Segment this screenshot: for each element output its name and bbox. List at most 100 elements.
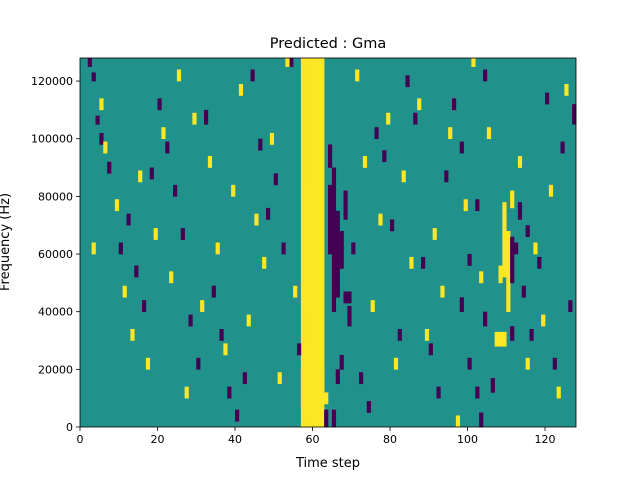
plot-frame xyxy=(79,57,577,428)
heatmap-cell xyxy=(548,184,554,197)
heatmap-cell xyxy=(134,265,139,278)
heatmap-cell xyxy=(362,156,368,168)
heatmap-cell xyxy=(184,386,189,399)
heatmap-cell xyxy=(335,230,340,298)
heatmap-cell xyxy=(455,415,461,428)
y-tick-label: 60000 xyxy=(38,248,73,261)
heatmap-cell xyxy=(459,141,464,154)
heatmap-cell xyxy=(250,69,255,82)
heatmap-cell xyxy=(502,202,507,278)
heatmap-cell xyxy=(467,357,472,370)
heatmap-cell xyxy=(324,409,329,428)
heatmap-cell xyxy=(378,213,383,226)
y-tick-label: 100000 xyxy=(31,133,73,146)
heatmap-cell xyxy=(273,173,278,186)
heatmap-cell xyxy=(211,285,216,298)
heatmap-cell xyxy=(118,242,123,255)
heatmap-cell xyxy=(246,314,251,327)
heatmap-cell xyxy=(479,271,484,284)
heatmap-cell xyxy=(223,343,228,356)
x-tick-label: 120 xyxy=(535,433,556,446)
heatmap-cell xyxy=(266,207,271,220)
heatmap-cell xyxy=(405,75,410,88)
heatmap-cell xyxy=(200,300,205,312)
heatmap-cell xyxy=(215,242,220,255)
heatmap-cell xyxy=(304,179,309,238)
heatmap-cell xyxy=(339,354,344,370)
heatmap-cell xyxy=(339,230,344,269)
y-axis: 0 20000 40000 60000 80000 100000 120000 xyxy=(31,75,80,434)
heatmap-cell xyxy=(529,328,534,341)
heatmap-cell xyxy=(428,343,433,356)
heatmap-cell xyxy=(335,369,340,385)
heatmap-cell xyxy=(401,170,406,183)
heatmap-cell xyxy=(262,256,267,269)
heatmap-cell xyxy=(277,372,282,385)
heatmap-cell xyxy=(397,328,402,341)
heatmap-cell xyxy=(560,141,565,154)
x-axis: 0 20 40 60 80 100 120 xyxy=(77,427,556,446)
heatmap-cell xyxy=(176,69,182,82)
heatmap-cell xyxy=(254,213,259,226)
heatmap-cell xyxy=(258,138,263,151)
heatmap-cell xyxy=(471,58,476,67)
heatmap-cell xyxy=(343,190,348,220)
heatmap-cell xyxy=(417,98,422,111)
heatmap-cell xyxy=(510,326,515,341)
heatmap-cell xyxy=(173,184,178,197)
y-tick-label: 40000 xyxy=(38,306,73,319)
heatmap-cell xyxy=(285,58,290,67)
heatmap-cell xyxy=(452,98,457,111)
heatmap-cell xyxy=(149,167,154,180)
heatmap-cell xyxy=(196,357,201,370)
heatmap-cell xyxy=(448,127,453,140)
heatmap-cell xyxy=(424,328,430,341)
heatmap-cell xyxy=(440,285,445,298)
heatmap-cell xyxy=(525,357,530,370)
heatmap-cell xyxy=(293,285,298,298)
heatmap-cell xyxy=(475,199,480,212)
heatmap-cell xyxy=(390,219,395,232)
heatmap-cell xyxy=(157,98,162,111)
heatmap-cell xyxy=(231,184,236,197)
heatmap-cell xyxy=(409,256,414,269)
heatmap-cell xyxy=(269,132,275,145)
heatmap-cell xyxy=(130,328,135,341)
heatmap-cell xyxy=(483,69,488,82)
heatmap-cell xyxy=(188,314,193,327)
heatmap-cell xyxy=(161,127,166,140)
y-tick-label: 120000 xyxy=(31,75,73,88)
heatmap-cell xyxy=(103,141,108,154)
heatmap-cell xyxy=(525,225,530,238)
heatmap-cell xyxy=(494,331,507,347)
heatmap-cell xyxy=(328,184,333,255)
heatmap-cell xyxy=(91,242,96,255)
heatmap-cell xyxy=(180,228,185,240)
heatmap-cell xyxy=(316,236,321,312)
heatmap-cell xyxy=(126,213,131,226)
heatmap-cell xyxy=(138,170,143,183)
heatmap-cell xyxy=(359,372,364,385)
heatmap-cell xyxy=(475,386,480,399)
heatmap-cell xyxy=(568,300,573,312)
heatmap-cell xyxy=(444,170,449,183)
heatmap-cell xyxy=(351,242,356,255)
heatmap-cell xyxy=(169,271,174,284)
heatmap-cell xyxy=(289,58,294,67)
heatmap-cell xyxy=(99,132,104,145)
heatmap-cell xyxy=(114,199,120,212)
x-tick-label: 40 xyxy=(228,433,242,446)
heatmap-cell xyxy=(300,369,325,405)
heatmap-cell xyxy=(386,112,391,125)
heatmap-cell xyxy=(153,228,158,240)
heatmap-cell xyxy=(486,127,492,140)
heatmap-cell xyxy=(235,409,240,422)
heatmap-cell xyxy=(459,297,464,312)
y-axis-label: Frequency (Hz) xyxy=(0,193,13,291)
heatmap-plot xyxy=(80,58,577,428)
heatmap-cell xyxy=(238,83,244,96)
heatmap-cell xyxy=(483,311,488,327)
heatmap-cell xyxy=(320,58,325,428)
x-tick-label: 80 xyxy=(383,433,397,446)
